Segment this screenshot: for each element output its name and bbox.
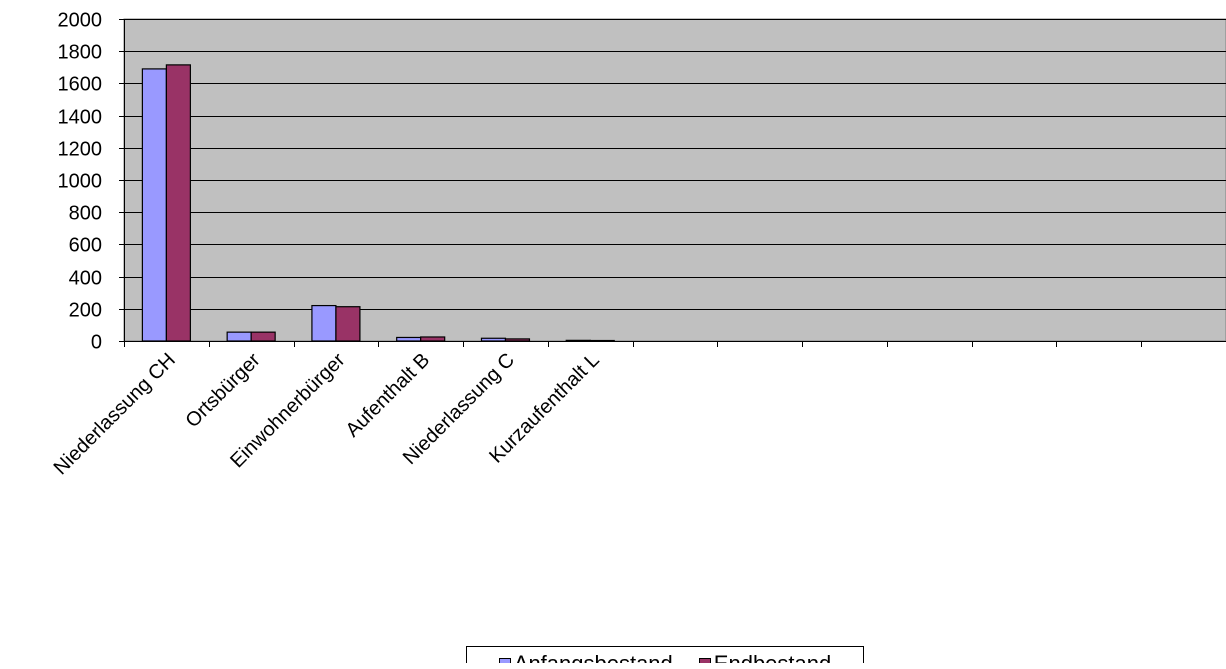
legend-item-anfangsbestand: Anfangsbestand: [498, 653, 673, 664]
bar-endbestand: [589, 339, 615, 342]
legend-label-anfangsbestand: Anfangsbestand: [514, 653, 673, 664]
bar-anfangsbestand: [311, 304, 337, 342]
bar-anfangsbestand: [480, 337, 507, 342]
bar-endbestand: [250, 331, 276, 342]
x-tick-label: Aufenthalt B: [342, 349, 435, 442]
legend-swatch-anfangsbestand: [498, 658, 511, 663]
bar-endbestand: [504, 338, 531, 342]
y-tick-label: 1600: [58, 74, 103, 96]
y-tick-label: 800: [69, 203, 102, 225]
x-tick-label: Ortsbürger: [182, 349, 265, 432]
bar-endbestand: [420, 336, 446, 342]
y-tick-label: 0: [91, 332, 102, 354]
bar-anfangsbestand: [226, 331, 252, 342]
bar-anfangsbestand: [565, 339, 591, 342]
legend-label-endbestand: Endbestand: [714, 653, 831, 664]
y-tick-label: 2000: [58, 10, 103, 32]
y-tick-label: 200: [69, 300, 102, 322]
legend-swatch-endbestand: [698, 658, 711, 663]
y-tick-label: 400: [69, 268, 102, 290]
bar-endbestand: [165, 64, 191, 342]
y-tick-label: 1400: [58, 107, 103, 129]
y-tick-label: 1800: [58, 42, 103, 64]
y-tick-label: 1000: [58, 171, 103, 193]
bar-anfangsbestand: [141, 68, 167, 342]
legend-item-endbestand: Endbestand: [698, 653, 831, 664]
y-tick-label: 1200: [58, 139, 103, 161]
bar-endbestand: [335, 306, 361, 342]
y-tick-label: 600: [69, 235, 102, 257]
bar-anfangsbestand: [396, 336, 422, 342]
x-tick-label: Niederlassung CH: [50, 349, 180, 479]
legend: Anfangsbestand Endbestand: [466, 646, 864, 663]
